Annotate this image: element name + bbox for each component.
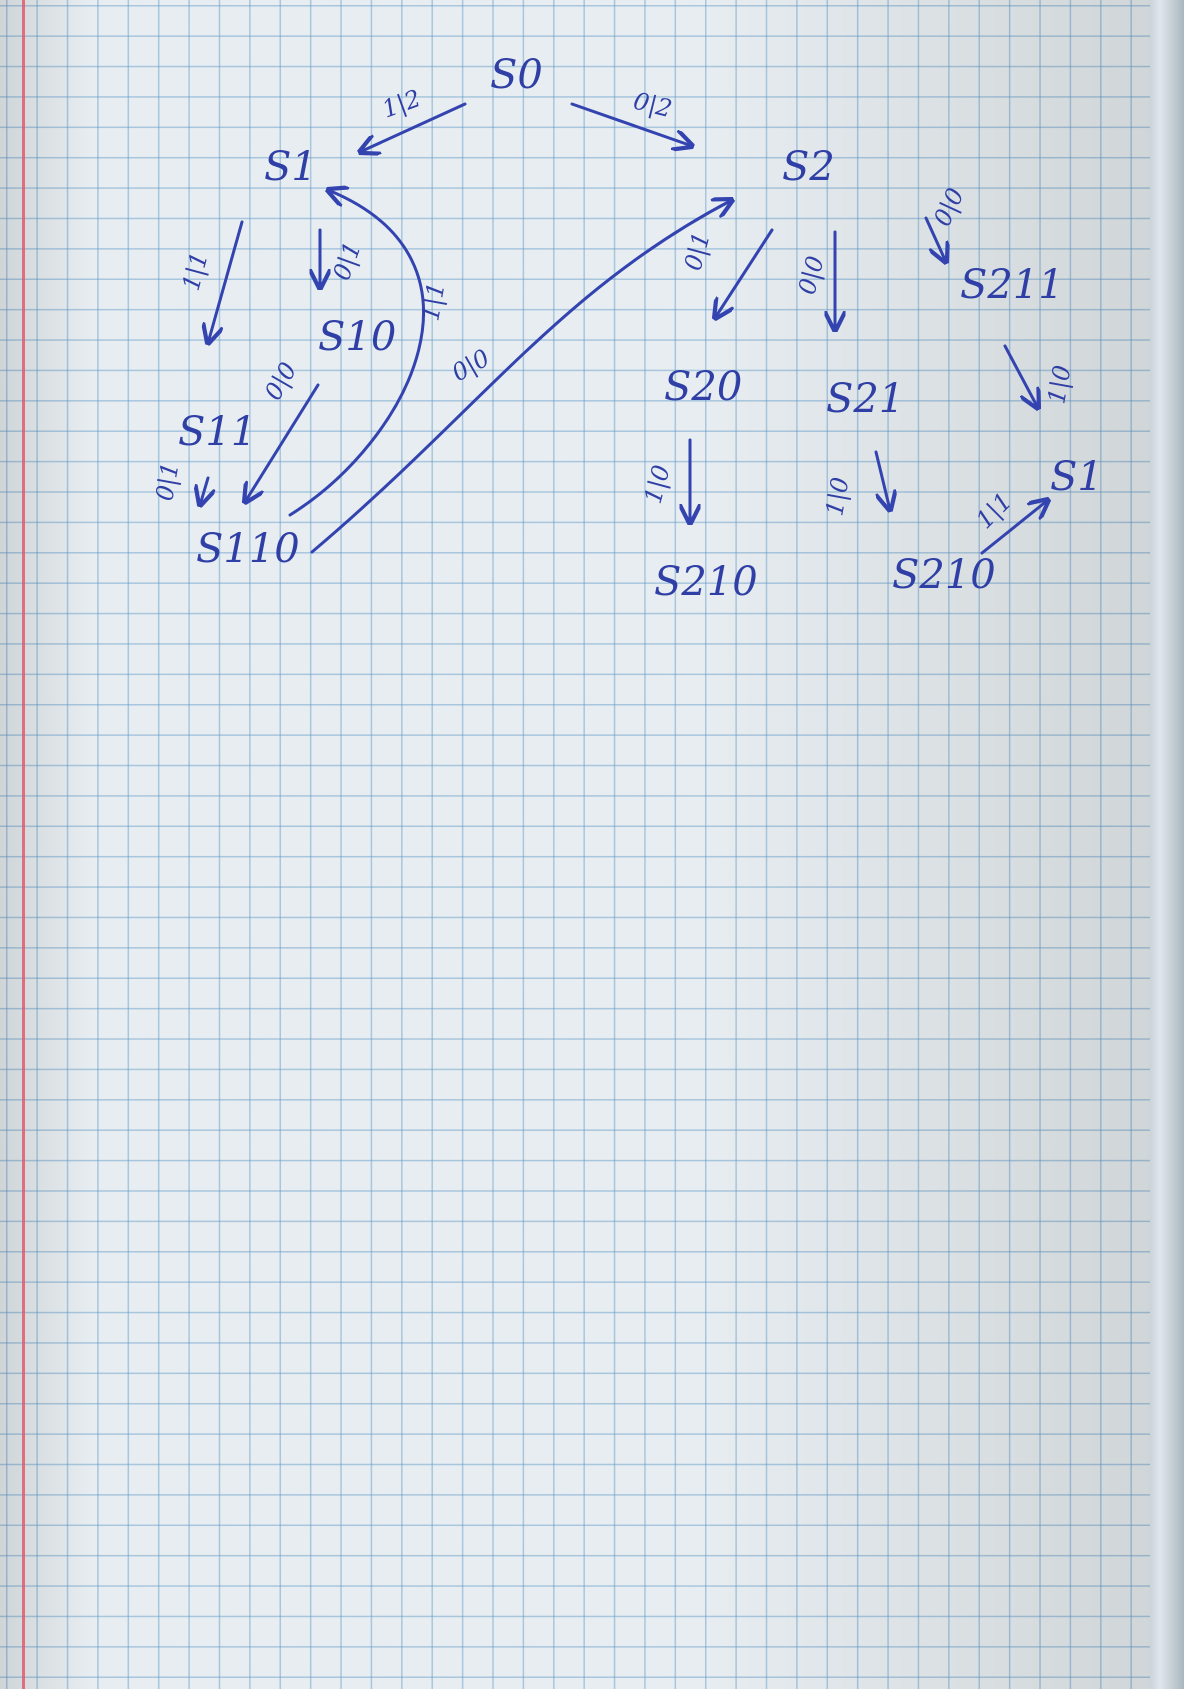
label-s1-s10: 0|1 xyxy=(327,238,367,284)
node-s11: S11 xyxy=(178,409,256,455)
node-s210-a: S210 xyxy=(654,559,758,605)
edge-s11-s110 xyxy=(200,476,208,505)
label-s1-s11: 1|1 xyxy=(177,249,215,294)
node-s1-right: S1 xyxy=(1050,454,1103,500)
edge-s0-s2 xyxy=(570,102,692,146)
edge-s0-s1 xyxy=(360,102,467,152)
label-s211-s1: 1|0 xyxy=(1042,363,1077,406)
node-s211: S211 xyxy=(960,262,1064,308)
edge-s210-s1 xyxy=(980,500,1048,555)
nodes: S0 S1 S2 S10 S11 S110 S20 S21 S210 S210 … xyxy=(178,52,1103,605)
node-s2: S2 xyxy=(782,144,835,190)
label-s0-s2: 0|2 xyxy=(630,87,674,124)
red-margin-line xyxy=(22,0,25,1689)
edge-s211-s1 xyxy=(1003,344,1038,408)
node-s0: S0 xyxy=(490,52,543,98)
node-s210-b: S210 xyxy=(892,552,996,598)
edge-s110-s2 xyxy=(310,200,732,554)
node-s1: S1 xyxy=(264,144,317,190)
edge-s2-s211 xyxy=(924,216,946,262)
node-s110: S110 xyxy=(196,526,300,572)
next-page-edge xyxy=(1150,0,1184,1689)
edge-s110-s1 xyxy=(288,190,425,517)
label-s2-s20: 0|1 xyxy=(679,229,717,274)
label-s110-s2: 0|0 xyxy=(447,344,495,388)
edge-s1-s11 xyxy=(208,220,244,343)
label-s2-s211: 0|0 xyxy=(928,184,971,231)
edges xyxy=(200,102,1048,555)
label-s21-s210: 1|0 xyxy=(820,475,855,518)
edge-s10-s110 xyxy=(245,383,320,502)
label-s110-s1: 1|1 xyxy=(416,280,451,323)
node-s20: S20 xyxy=(664,364,742,410)
label-s2-s21: 0|0 xyxy=(793,253,831,298)
label-s11-s110: 0|1 xyxy=(150,460,185,503)
node-s10: S10 xyxy=(318,314,396,360)
node-s21: S21 xyxy=(826,376,904,422)
edge-s21-s210 xyxy=(874,450,890,510)
edge-s2-s20 xyxy=(715,228,774,318)
label-s10-s110: 0|0 xyxy=(259,358,303,406)
label-s20-s210: 1|0 xyxy=(639,462,677,507)
label-s0-s1: 1|2 xyxy=(378,84,424,124)
